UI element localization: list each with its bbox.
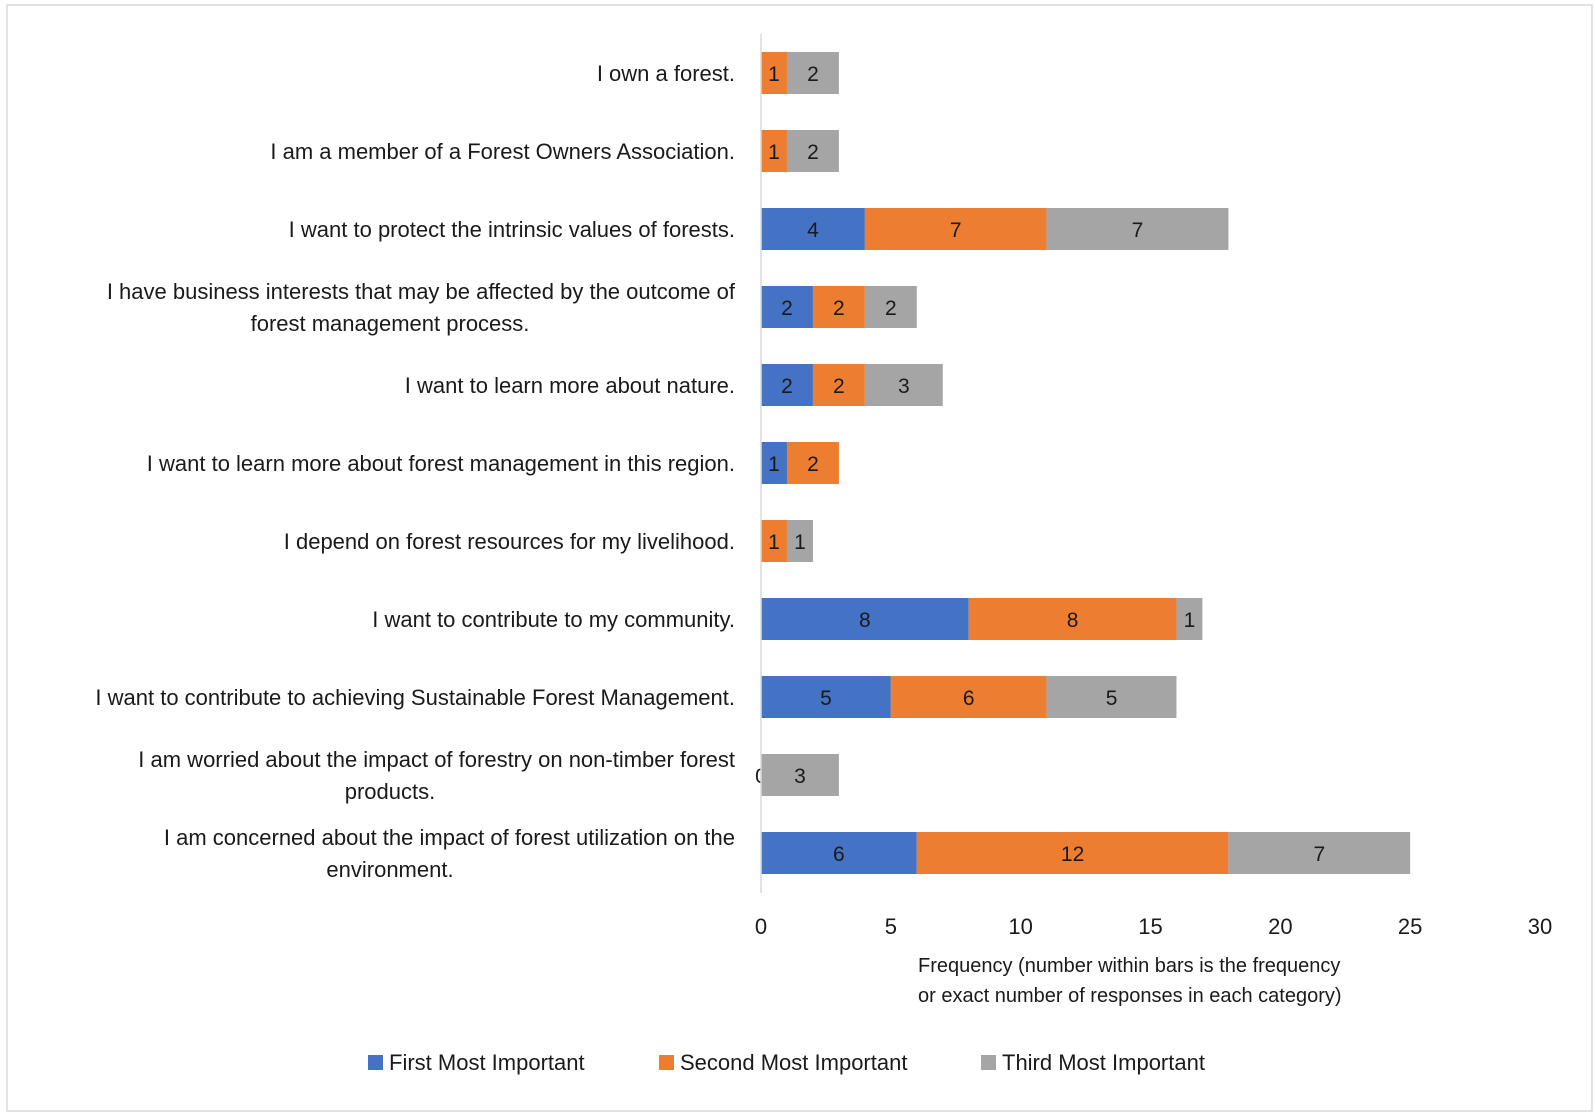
- bar-value-label: 1: [768, 531, 780, 554]
- bar-segment-2: [916, 832, 1229, 874]
- x-axis-title-line: or exact number of responses in each cat…: [918, 985, 1342, 1007]
- bar-segment-3: [1176, 598, 1203, 640]
- bars-layer: 12124772222231211881565036127: [755, 52, 1411, 874]
- bar-segment-3: [786, 130, 839, 172]
- bar-value-label: 2: [781, 375, 793, 398]
- x-axis-title-line: Frequency (number within bars is the fre…: [918, 955, 1340, 977]
- bar-value-label: 2: [885, 297, 897, 320]
- bar-segment-2: [968, 598, 1177, 640]
- category-label: I depend on forest resources for my live…: [284, 529, 735, 554]
- bar-value-label: 7: [1313, 843, 1325, 866]
- bar-segment-2: [890, 676, 1047, 718]
- category-labels: I own a forest. I am a member of a Forest…: [95, 61, 735, 882]
- bar-value-label: 6: [963, 687, 975, 710]
- bar-value-label: 5: [820, 687, 832, 710]
- x-tick-label: 30: [1528, 914, 1552, 939]
- bar-value-label: 2: [807, 141, 819, 164]
- category-label: forest management process.: [251, 311, 530, 336]
- category-label: I am a member of a Forest Owners Associa…: [270, 139, 735, 164]
- bar-segment-2: [761, 52, 787, 94]
- category-label: I am worried about the impact of forestr…: [138, 747, 735, 772]
- bar-value-label: 1: [768, 63, 780, 86]
- bar-segment-3: [1046, 676, 1177, 718]
- legend-swatch: [368, 1055, 383, 1070]
- bar-value-label: 2: [807, 453, 819, 476]
- category-label: environment.: [326, 857, 453, 882]
- bar-segment-2: [786, 442, 839, 484]
- bar-value-label: 5: [1106, 687, 1118, 710]
- bar-value-label: 1: [768, 141, 780, 164]
- bar-value-label: 1: [768, 453, 780, 476]
- bar-segment-3: [864, 364, 943, 406]
- bar-segment-2: [812, 364, 865, 406]
- category-label: products.: [345, 779, 436, 804]
- legend-label: Second Most Important: [680, 1050, 907, 1075]
- bar-segment-1: [761, 208, 865, 250]
- bar-segment-3: [786, 520, 813, 562]
- bar-segment-2: [812, 286, 865, 328]
- category-label: I have business interests that may be af…: [107, 279, 736, 304]
- bar-value-label: 1: [1184, 609, 1196, 632]
- bar-segment-1: [761, 832, 917, 874]
- bar-value-label: 3: [794, 765, 806, 788]
- bar-value-label: 1: [794, 531, 806, 554]
- bar-value-label: 7: [950, 219, 962, 242]
- bar-segment-1: [761, 676, 891, 718]
- bar-value-label: 2: [781, 297, 793, 320]
- category-label: I want to learn more about nature.: [405, 373, 735, 398]
- bar-segment-3: [864, 286, 917, 328]
- legend-label: Third Most Important: [1002, 1050, 1205, 1075]
- category-label: I want to protect the intrinsic values o…: [289, 217, 735, 242]
- bar-value-label: 6: [833, 843, 845, 866]
- legend: First Most Important Second Most Importan…: [368, 1050, 1205, 1075]
- bar-value-label: 2: [833, 375, 845, 398]
- bar-value-label: 4: [807, 219, 819, 242]
- x-tick-label: 25: [1398, 914, 1422, 939]
- bar-segment-1: [761, 442, 787, 484]
- bar-value-label: 12: [1061, 843, 1084, 866]
- bar-segment-2: [761, 520, 787, 562]
- bar-segment-1: [761, 364, 813, 406]
- legend-swatch: [659, 1055, 674, 1070]
- bar-value-label: 3: [898, 375, 910, 398]
- legend-swatch: [981, 1055, 996, 1070]
- x-tick-label: 10: [1008, 914, 1032, 939]
- category-label: I am concerned about the impact of fores…: [164, 825, 735, 850]
- legend-label: First Most Important: [389, 1050, 585, 1075]
- category-label: I want to learn more about forest manage…: [147, 451, 735, 476]
- x-axis-title: Frequency (number within bars is the fre…: [918, 955, 1342, 1007]
- bar-value-label: 8: [859, 609, 871, 632]
- bar-segment-1: [761, 598, 969, 640]
- bar-segment-2: [864, 208, 1047, 250]
- bar-value-label: 2: [807, 63, 819, 86]
- x-tick-label: 5: [885, 914, 897, 939]
- x-axis-ticks: 0 5 10 15 20 25 30: [755, 914, 1552, 939]
- bar-segment-3: [786, 52, 839, 94]
- bar-value-label: 7: [1132, 219, 1144, 242]
- category-label: I want to contribute to my community.: [372, 607, 735, 632]
- bar-segment-3: [1046, 208, 1229, 250]
- bar-segment-1: [761, 286, 813, 328]
- bar-value-label: 8: [1067, 609, 1079, 632]
- bar-segment-2: [761, 130, 787, 172]
- x-tick-label: 0: [755, 914, 767, 939]
- category-label: I want to contribute to achieving Sustai…: [95, 685, 735, 710]
- x-tick-label: 15: [1138, 914, 1162, 939]
- bar-segment-3: [761, 754, 839, 796]
- bar-value-label: 2: [833, 297, 845, 320]
- bar-segment-3: [1228, 832, 1411, 874]
- category-label: I own a forest.: [597, 61, 735, 86]
- x-tick-label: 20: [1268, 914, 1292, 939]
